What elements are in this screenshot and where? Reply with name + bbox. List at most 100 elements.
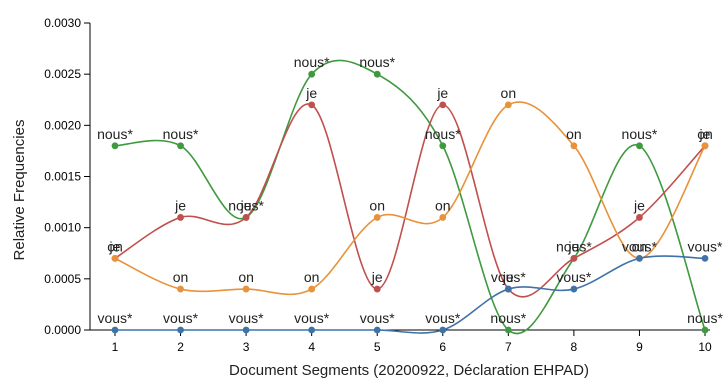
data-point <box>111 326 119 334</box>
x-tick-label: 9 <box>636 340 643 354</box>
data-point <box>308 285 316 293</box>
data-label: nous* <box>425 126 461 142</box>
data-label: on <box>107 238 123 254</box>
data-label: vous* <box>687 238 723 254</box>
data-point <box>308 70 316 78</box>
data-label: vous* <box>425 310 461 326</box>
y-tick-label: 0.0025 <box>44 67 81 81</box>
data-label: on <box>435 197 451 213</box>
x-tick-label: 4 <box>308 340 315 354</box>
data-label: nous* <box>556 238 592 254</box>
point-labels: nous* nous* nous* nous* nous* nous* nous* nous*… <box>97 54 723 326</box>
y-axis: 0.0000 0.0005 0.0010 0.0015 0.0020 0.0025 0.00… <box>44 16 91 337</box>
series-line <box>114 101 706 296</box>
data-label: on <box>173 269 189 285</box>
data-point <box>177 285 184 293</box>
data-label: je <box>436 85 448 101</box>
data-label: vous* <box>491 269 527 285</box>
x-axis-title: Document Segments (20200922, Déclaration… <box>229 362 589 379</box>
data-point <box>504 101 512 109</box>
data-point <box>111 142 119 150</box>
x-axis: 1 2 3 4 5 6 7 8 9 10 <box>90 329 712 354</box>
data-label: nous* <box>359 54 395 70</box>
x-tick-label: 8 <box>571 340 578 354</box>
data-point <box>177 142 184 150</box>
data-point <box>570 142 578 150</box>
x-tick-label: 2 <box>177 340 184 354</box>
data-label: on <box>369 197 385 213</box>
data-point <box>439 101 447 109</box>
y-tick-label: 0.0030 <box>44 16 81 30</box>
series-points <box>111 70 709 334</box>
data-point <box>111 254 119 262</box>
data-label: vous* <box>556 269 592 285</box>
data-label: vous* <box>622 238 658 254</box>
data-point <box>701 254 709 262</box>
data-label: je <box>502 269 514 285</box>
series-lines <box>114 59 706 335</box>
series-line <box>114 103 706 298</box>
data-label: on <box>238 269 254 285</box>
x-tick-label: 7 <box>505 340 512 354</box>
x-tick-label: 6 <box>439 340 446 354</box>
data-point <box>308 101 316 109</box>
data-label: je <box>633 197 645 213</box>
y-tick-label: 0.0005 <box>44 272 81 286</box>
data-label: nous* <box>687 310 723 326</box>
data-point <box>439 142 447 150</box>
data-label: on <box>304 269 320 285</box>
data-label: vous* <box>163 310 199 326</box>
x-tick-label: 10 <box>698 340 712 354</box>
data-label: je <box>174 197 186 213</box>
y-tick-label: 0.0000 <box>44 323 81 337</box>
data-label: on <box>501 85 517 101</box>
data-label: vous* <box>229 310 265 326</box>
data-point <box>636 214 643 221</box>
data-point <box>439 326 447 334</box>
y-tick-label: 0.0015 <box>44 170 81 184</box>
data-point <box>373 70 381 78</box>
data-point <box>570 254 578 262</box>
x-tick-label: 5 <box>374 340 381 354</box>
data-point <box>504 326 512 334</box>
data-point <box>373 214 381 221</box>
data-point <box>701 326 709 334</box>
data-label: nous* <box>294 54 330 70</box>
data-label: je <box>305 85 317 101</box>
data-label: nous* <box>97 126 133 142</box>
data-point <box>242 326 250 334</box>
y-tick-label: 0.0020 <box>44 118 81 132</box>
data-label: je <box>567 238 579 254</box>
data-point <box>373 285 381 293</box>
data-point <box>177 326 184 334</box>
y-tick-label: 0.0010 <box>44 221 81 235</box>
data-label: on <box>632 238 648 254</box>
data-label: je <box>371 269 383 285</box>
data-point <box>570 285 578 293</box>
data-label: vous* <box>97 310 133 326</box>
data-label: nous* <box>163 126 199 142</box>
data-label: nous* <box>228 197 264 213</box>
data-point <box>242 285 250 293</box>
data-point <box>177 214 184 221</box>
data-label: on <box>566 126 582 142</box>
data-point <box>242 214 250 221</box>
data-label: nous* <box>622 126 658 142</box>
data-label: je <box>240 197 252 213</box>
data-point <box>504 285 512 293</box>
data-label: vous* <box>360 310 396 326</box>
series-line <box>115 255 706 334</box>
data-label: nous* <box>490 310 526 326</box>
data-label: je <box>109 238 121 254</box>
data-label: on <box>697 126 713 142</box>
x-tick-label: 3 <box>243 340 250 354</box>
data-label: je <box>699 126 711 142</box>
data-point <box>439 214 447 221</box>
data-point <box>701 142 709 150</box>
data-point <box>308 326 316 334</box>
data-point <box>636 254 643 262</box>
data-point <box>373 326 381 334</box>
y-axis-title: Relative Frequencies <box>11 120 28 261</box>
data-point <box>636 142 643 150</box>
